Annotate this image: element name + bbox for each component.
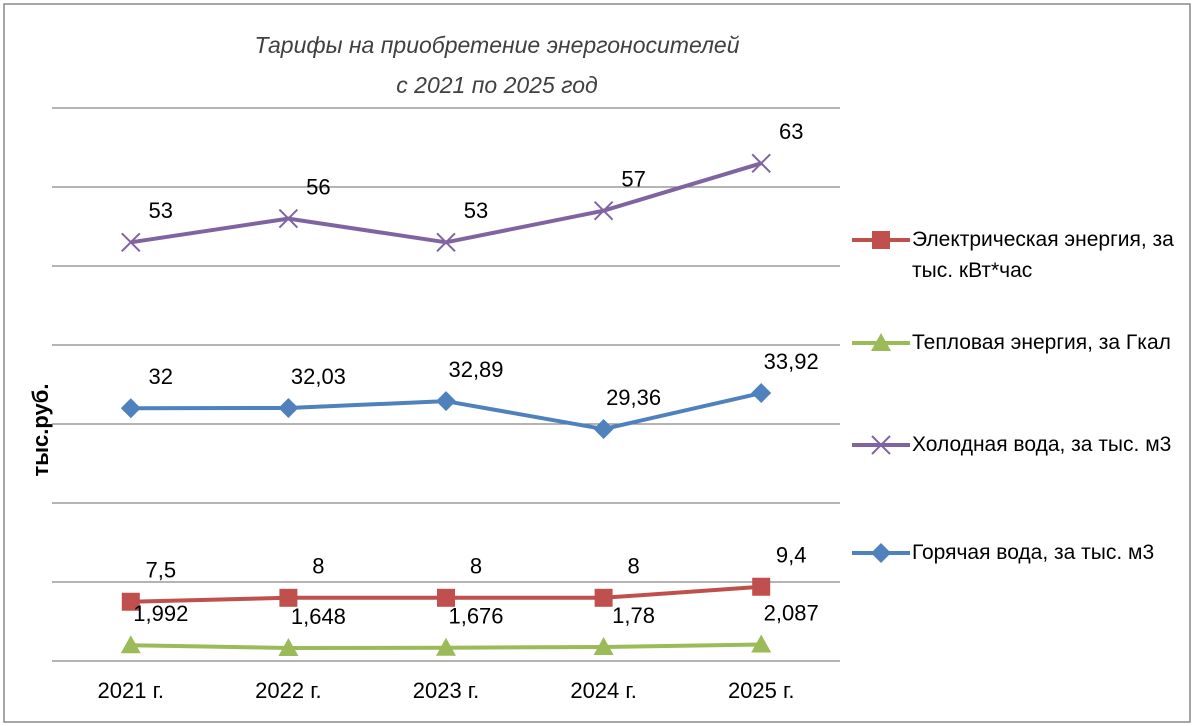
x-tick-label: 2021 г.	[98, 678, 165, 703]
data-point	[278, 637, 299, 656]
data-point	[437, 588, 455, 607]
legend-marker	[871, 333, 891, 351]
legend-label: Горячая вода, за тыс. м3	[912, 541, 1155, 564]
data-label: 8	[627, 554, 639, 579]
data-label: 33,92	[764, 349, 819, 374]
data-label: 7,5	[146, 558, 177, 583]
legend-marker	[871, 435, 891, 455]
x-tick-label: 2024 г.	[570, 678, 637, 703]
data-label: 2,087	[764, 600, 819, 625]
data-label: 63	[779, 119, 803, 144]
data-label: 29,36	[606, 385, 661, 410]
data-point	[278, 397, 299, 418]
legend-marker	[872, 231, 890, 249]
y-axis-label: тыс.руб.	[28, 384, 53, 477]
data-point	[120, 398, 141, 419]
data-point	[751, 153, 771, 174]
data-point	[751, 634, 772, 653]
x-tick-label: 2022 г.	[255, 678, 322, 703]
legend-label: Холодная вода, за тыс. м3	[912, 433, 1172, 456]
data-point	[593, 200, 614, 221]
x-tick-label: 2025 г.	[728, 678, 795, 703]
data-point	[594, 588, 613, 607]
data-label: 9,4	[776, 543, 807, 568]
data-point	[751, 383, 772, 404]
data-point	[752, 577, 771, 596]
legend-label: Тепловая энергия, за Гкал	[912, 331, 1171, 354]
data-label: 1,676	[448, 604, 503, 629]
data-label: 32,03	[291, 364, 346, 389]
data-point	[436, 391, 456, 412]
data-label: 1,992	[133, 601, 188, 626]
data-point	[278, 208, 299, 229]
data-label: 53	[149, 198, 173, 223]
data-label: 57	[621, 167, 645, 192]
data-point	[120, 635, 141, 654]
data-label: 53	[464, 198, 488, 223]
chart-title: Тарифы на приобретение энергоносителей	[254, 32, 739, 58]
data-label: 8	[312, 554, 324, 579]
legend-marker	[871, 543, 891, 563]
data-point	[593, 636, 614, 655]
data-point	[121, 592, 140, 611]
data-label: 32	[149, 364, 173, 389]
data-point	[436, 637, 456, 656]
data-point	[279, 588, 298, 607]
data-point	[121, 232, 141, 253]
data-point	[593, 419, 614, 440]
x-tick-label: 2023 г.	[413, 678, 480, 703]
data-label: 1,78	[612, 603, 655, 628]
data-label: 56	[306, 174, 330, 199]
legend-label: Электрическая энергия, за тыс. кВт*час	[912, 228, 1174, 282]
chart-subtitle: с 2021 по 2025 год	[396, 72, 597, 98]
data-label: 32,89	[448, 357, 503, 382]
data-label: 1,648	[291, 604, 346, 629]
data-label: 8	[470, 554, 482, 579]
data-point	[436, 232, 456, 253]
